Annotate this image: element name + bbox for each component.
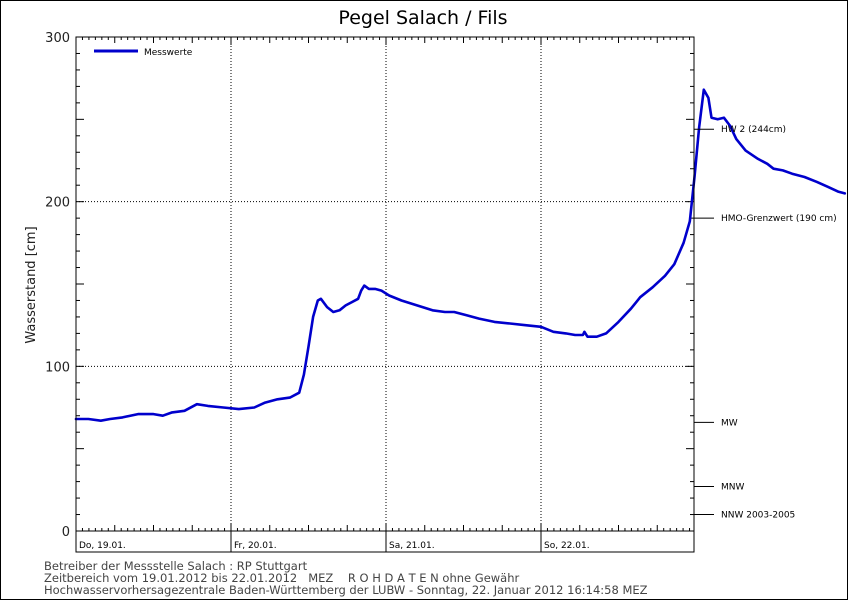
footer-publisher: Hochwasservorhersagezentrale Baden-Württ… [44,583,648,597]
threshold-label: HMO-Grenzwert (190 cm) [721,214,837,224]
footer-operator: Betreiber der Messstelle Salach : RP Stu… [44,559,308,573]
footer: Betreiber der Messstelle Salach : RP Stu… [44,559,648,597]
threshold-markers: HW 2 (244cm) HMO-Grenzwert (190 cm) MW MNW N… [694,125,837,521]
x-tick-label: Sa, 21.01. [389,541,435,551]
y-tick-label: 0 [62,525,70,540]
legend: Messwerte [94,48,193,58]
threshold-label: MNW [721,483,744,493]
y-axis-ticks: 0 100 200 300 [45,31,694,540]
chart-title: Pegel Salach / Fils [338,7,507,29]
plot-area [75,36,695,553]
threshold-label: HW 2 (244cm) [721,125,786,135]
threshold-label: NNW 2003-2005 [721,511,795,521]
series-line-messwerte [74,88,847,423]
threshold-label: MW [721,418,738,428]
x-axis-ticks: Do, 19.01. Fr, 20.01. Sa, 21.01. So, 22.01. [75,37,691,552]
footer-timerange: Zeitbereich vom 19.01.2012 bis 22.01.201… [44,571,520,585]
legend-label: Messwerte [144,48,193,58]
x-tick-label: Fr, 20.01. [234,541,277,551]
y-tick-label: 200 [45,196,70,211]
x-tick-label: Do, 19.01. [79,541,126,551]
grid-lines [76,37,694,531]
y-tick-label: 300 [45,31,70,46]
x-tick-label: So, 22.01. [544,541,590,551]
y-tick-label: 100 [45,360,70,375]
y-axis-label: Wasserstand [cm] [24,226,39,343]
series-layer [74,88,847,423]
